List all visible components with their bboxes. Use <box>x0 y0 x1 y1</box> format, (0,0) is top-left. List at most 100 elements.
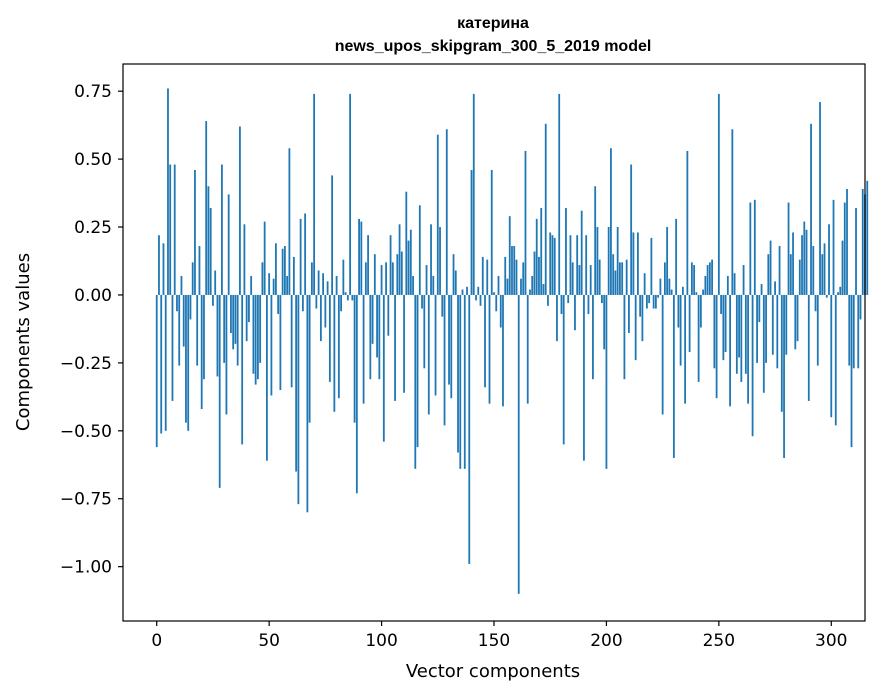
bar-156 <box>506 278 509 295</box>
bar-314 <box>861 188 864 295</box>
bar-104 <box>389 235 392 295</box>
bar-142 <box>475 294 477 301</box>
bar-173 <box>544 123 547 295</box>
bar-170 <box>538 256 540 295</box>
bar-4 <box>164 294 167 431</box>
bar-45 <box>257 294 259 380</box>
bar-183 <box>567 294 570 304</box>
bar-90 <box>358 218 360 295</box>
bar-77 <box>328 294 331 382</box>
bar-16 <box>191 262 194 295</box>
bar-258 <box>735 294 738 374</box>
bar-1 <box>158 235 160 295</box>
bar-152 <box>497 275 500 295</box>
bar-62 <box>295 294 298 472</box>
bar-114 <box>412 275 414 295</box>
bar-166 <box>529 289 531 295</box>
bar-117 <box>418 205 421 295</box>
bar-202 <box>610 148 612 295</box>
bar-255 <box>729 294 731 407</box>
y-tick-label-3: −0.25 <box>60 354 112 374</box>
bar-29 <box>221 164 223 295</box>
bar-164 <box>524 150 527 295</box>
bar-50 <box>268 273 271 295</box>
bar-59 <box>288 148 291 295</box>
bar-32 <box>227 194 230 295</box>
bar-157 <box>508 216 511 295</box>
bar-42 <box>250 275 253 295</box>
bar-228 <box>668 278 671 295</box>
bar-171 <box>540 208 543 295</box>
bar-284 <box>794 294 797 350</box>
bar-163 <box>522 262 525 295</box>
bar-95 <box>369 294 372 380</box>
bar-129 <box>445 129 448 295</box>
bar-150 <box>493 292 495 295</box>
bar-109 <box>400 251 403 295</box>
bar-116 <box>416 294 419 448</box>
y-axis: −1.00 −0.75 −0.50 −0.25 0.00 0.25 0.50 0.75 <box>60 82 123 578</box>
y-axis-label: Components values <box>13 253 34 431</box>
bar-167 <box>531 275 534 295</box>
bar-73 <box>319 294 322 342</box>
bar-277 <box>778 246 781 295</box>
bar-127 <box>441 294 444 317</box>
bar-66 <box>304 213 307 295</box>
bar-122 <box>430 224 432 295</box>
bar-158 <box>511 246 513 295</box>
bar-184 <box>569 235 572 295</box>
bar-149 <box>490 169 493 295</box>
bar-119 <box>423 294 426 369</box>
bar-67 <box>306 294 309 513</box>
x-tick-label-3: 150 <box>478 631 510 651</box>
bar-9 <box>176 294 178 312</box>
bar-211 <box>630 164 633 295</box>
bar-93 <box>364 262 367 295</box>
bar-191 <box>585 235 588 295</box>
bar-102 <box>385 262 387 295</box>
bar-174 <box>547 294 549 306</box>
y-tick-label-2: −0.50 <box>60 422 112 442</box>
bar-239 <box>693 265 696 295</box>
bar-92 <box>362 294 365 404</box>
bar-131 <box>450 294 453 399</box>
bar-151 <box>495 294 498 312</box>
bar-290 <box>807 294 810 401</box>
y-tick-label-5: 0.25 <box>74 218 112 238</box>
bar-26 <box>214 270 217 295</box>
bar-72 <box>317 270 320 295</box>
x-tick-label-4: 200 <box>590 631 622 651</box>
bar-15 <box>189 294 192 320</box>
bar-33 <box>230 294 232 333</box>
bar-185 <box>571 262 574 295</box>
bar-137 <box>463 294 466 469</box>
bar-56 <box>281 248 284 295</box>
bar-190 <box>583 294 585 461</box>
bar-69 <box>310 262 313 295</box>
bar-83 <box>342 259 345 295</box>
bar-14 <box>187 294 190 431</box>
bar-194 <box>592 294 594 380</box>
bar-299 <box>828 224 830 295</box>
bar-99 <box>378 294 381 380</box>
bar-232 <box>677 294 680 328</box>
bar-316 <box>866 180 869 295</box>
bar-47 <box>261 262 264 295</box>
chart-title-line-2: news_upos_skipgram_300_5_2019 model <box>335 38 652 55</box>
bar-256 <box>731 129 734 295</box>
x-tick-label-5: 250 <box>703 631 735 651</box>
bar-128 <box>443 294 446 426</box>
bar-301 <box>832 199 835 295</box>
bar-54 <box>277 294 280 314</box>
bar-28 <box>218 294 221 488</box>
bar-305 <box>841 240 844 295</box>
bar-97 <box>373 254 376 295</box>
bar-172 <box>542 284 545 295</box>
bar-103 <box>387 294 390 336</box>
bar-58 <box>286 275 289 295</box>
bar-178 <box>556 294 558 342</box>
bar-247 <box>711 259 713 295</box>
bar-216 <box>641 294 644 342</box>
bar-43 <box>252 294 255 374</box>
bar-195 <box>594 186 597 295</box>
